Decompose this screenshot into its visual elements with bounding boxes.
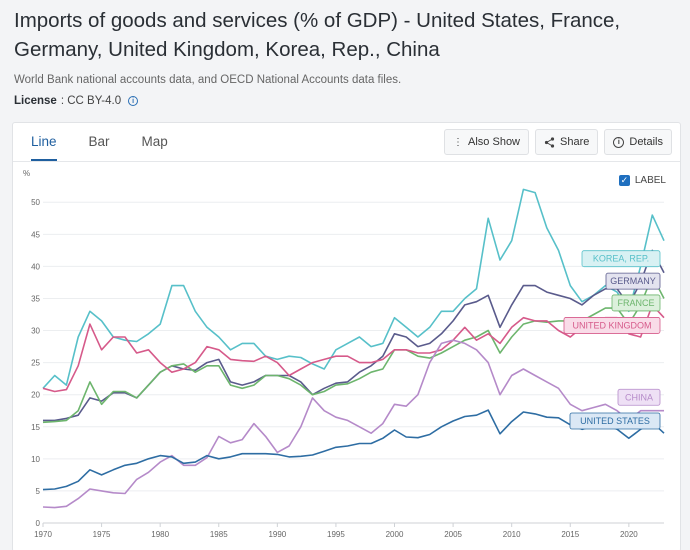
license-label: License [14, 95, 57, 107]
y-tick-label: 25 [31, 359, 40, 368]
info-circle-icon: i [613, 136, 625, 148]
share-button[interactable]: Share [535, 129, 599, 155]
tab-line[interactable]: Line [31, 123, 57, 161]
y-tick-label: 20 [31, 391, 40, 400]
tabs-divider [13, 161, 680, 162]
x-tick-label: 2015 [561, 530, 579, 539]
series-label-france: FRANCE [611, 294, 661, 312]
y-tick-label: 50 [31, 198, 40, 207]
series-label-text: FRANCE [617, 298, 654, 308]
source-note: World Bank national accounts data, and O… [14, 74, 402, 86]
page-title: Imports of goods and services (% of GDP)… [14, 9, 621, 61]
checkbox-checked-icon[interactable]: ✓ [618, 175, 630, 186]
x-tick-label: 2005 [444, 530, 462, 539]
share-label: Share [560, 136, 590, 148]
label-toggle-text: LABEL [634, 175, 666, 186]
series-label-text: GERMANY [610, 276, 656, 286]
series-line-china [42, 339, 664, 509]
series-label-box [617, 388, 661, 406]
x-tick-label: 1985 [210, 530, 228, 539]
x-tick-label: 1980 [151, 530, 169, 539]
tab-map[interactable]: Map [141, 134, 168, 149]
chart-toolbar: ⋮ Also Show Share i Details [444, 129, 672, 155]
details-button[interactable]: i Details [604, 129, 672, 155]
also-show-button[interactable]: ⋮ Also Show [444, 129, 530, 155]
tab-bar[interactable]: Bar [88, 134, 110, 149]
label-toggle[interactable]: ✓ LABEL [618, 175, 666, 186]
series-line-united-kingdom [42, 304, 665, 393]
y-axis-unit-label: % [23, 169, 30, 178]
also-show-label: Also Show [468, 136, 521, 148]
y-tick-label: 5 [36, 487, 41, 496]
x-tick-label: 1990 [268, 530, 286, 539]
series-label-box [611, 294, 661, 312]
series-label-united-states: UNITED STATES [569, 412, 661, 430]
y-tick-label: 15 [31, 423, 40, 432]
series-label-germany: GERMANY [605, 272, 661, 290]
series-label-text: UNITED STATES [580, 416, 650, 426]
series-label-text: UNITED KINGDOM [572, 320, 651, 330]
chart-tabs: Line Bar Map [13, 123, 182, 161]
series-label-korea-rep: KOREA, REP. [581, 250, 661, 268]
y-tick-label: 35 [31, 294, 40, 303]
series-label-united-kingdom: UNITED KINGDOM [563, 317, 661, 334]
series-label-box [581, 250, 661, 268]
y-tick-label: 40 [31, 262, 40, 271]
x-tick-label: 1995 [327, 530, 345, 539]
series-label-text: KOREA, REP. [593, 254, 649, 264]
series-label-box [605, 272, 661, 290]
x-tick-label: 1975 [93, 530, 111, 539]
series-line-france [42, 275, 665, 424]
x-tick-label: 2020 [620, 530, 638, 539]
y-tick-label: 30 [31, 327, 40, 336]
x-tick-label: 2010 [503, 530, 521, 539]
license: License : CC BY-4.0 i [14, 95, 139, 107]
series-label-text: CHINA [625, 392, 653, 402]
details-label: Details [629, 136, 663, 148]
license-value: : CC BY-4.0 [60, 95, 122, 107]
y-tick-label: 0 [36, 519, 41, 528]
info-icon[interactable]: i [128, 96, 139, 106]
share-icon [544, 136, 555, 148]
chart-card: Line Bar Map ⋮ Also Show Share i Details… [12, 122, 681, 550]
y-tick-label: 10 [31, 455, 40, 464]
x-tick-label: 1970 [34, 530, 52, 539]
more-vertical-icon: ⋮ [453, 136, 464, 148]
series-line-korea-rep [42, 188, 665, 389]
series-label-box [563, 317, 661, 334]
series-label-china: CHINA [617, 388, 661, 406]
series-label-box [569, 412, 661, 430]
series-line-united-states [42, 409, 665, 491]
x-tick-label: 2000 [386, 530, 404, 539]
y-tick-label: 45 [31, 230, 40, 239]
line-chart: % 0 5 10 15 20 25 30 35 40 45 50 1970 1975 1980 1985 199… [23, 169, 665, 539]
